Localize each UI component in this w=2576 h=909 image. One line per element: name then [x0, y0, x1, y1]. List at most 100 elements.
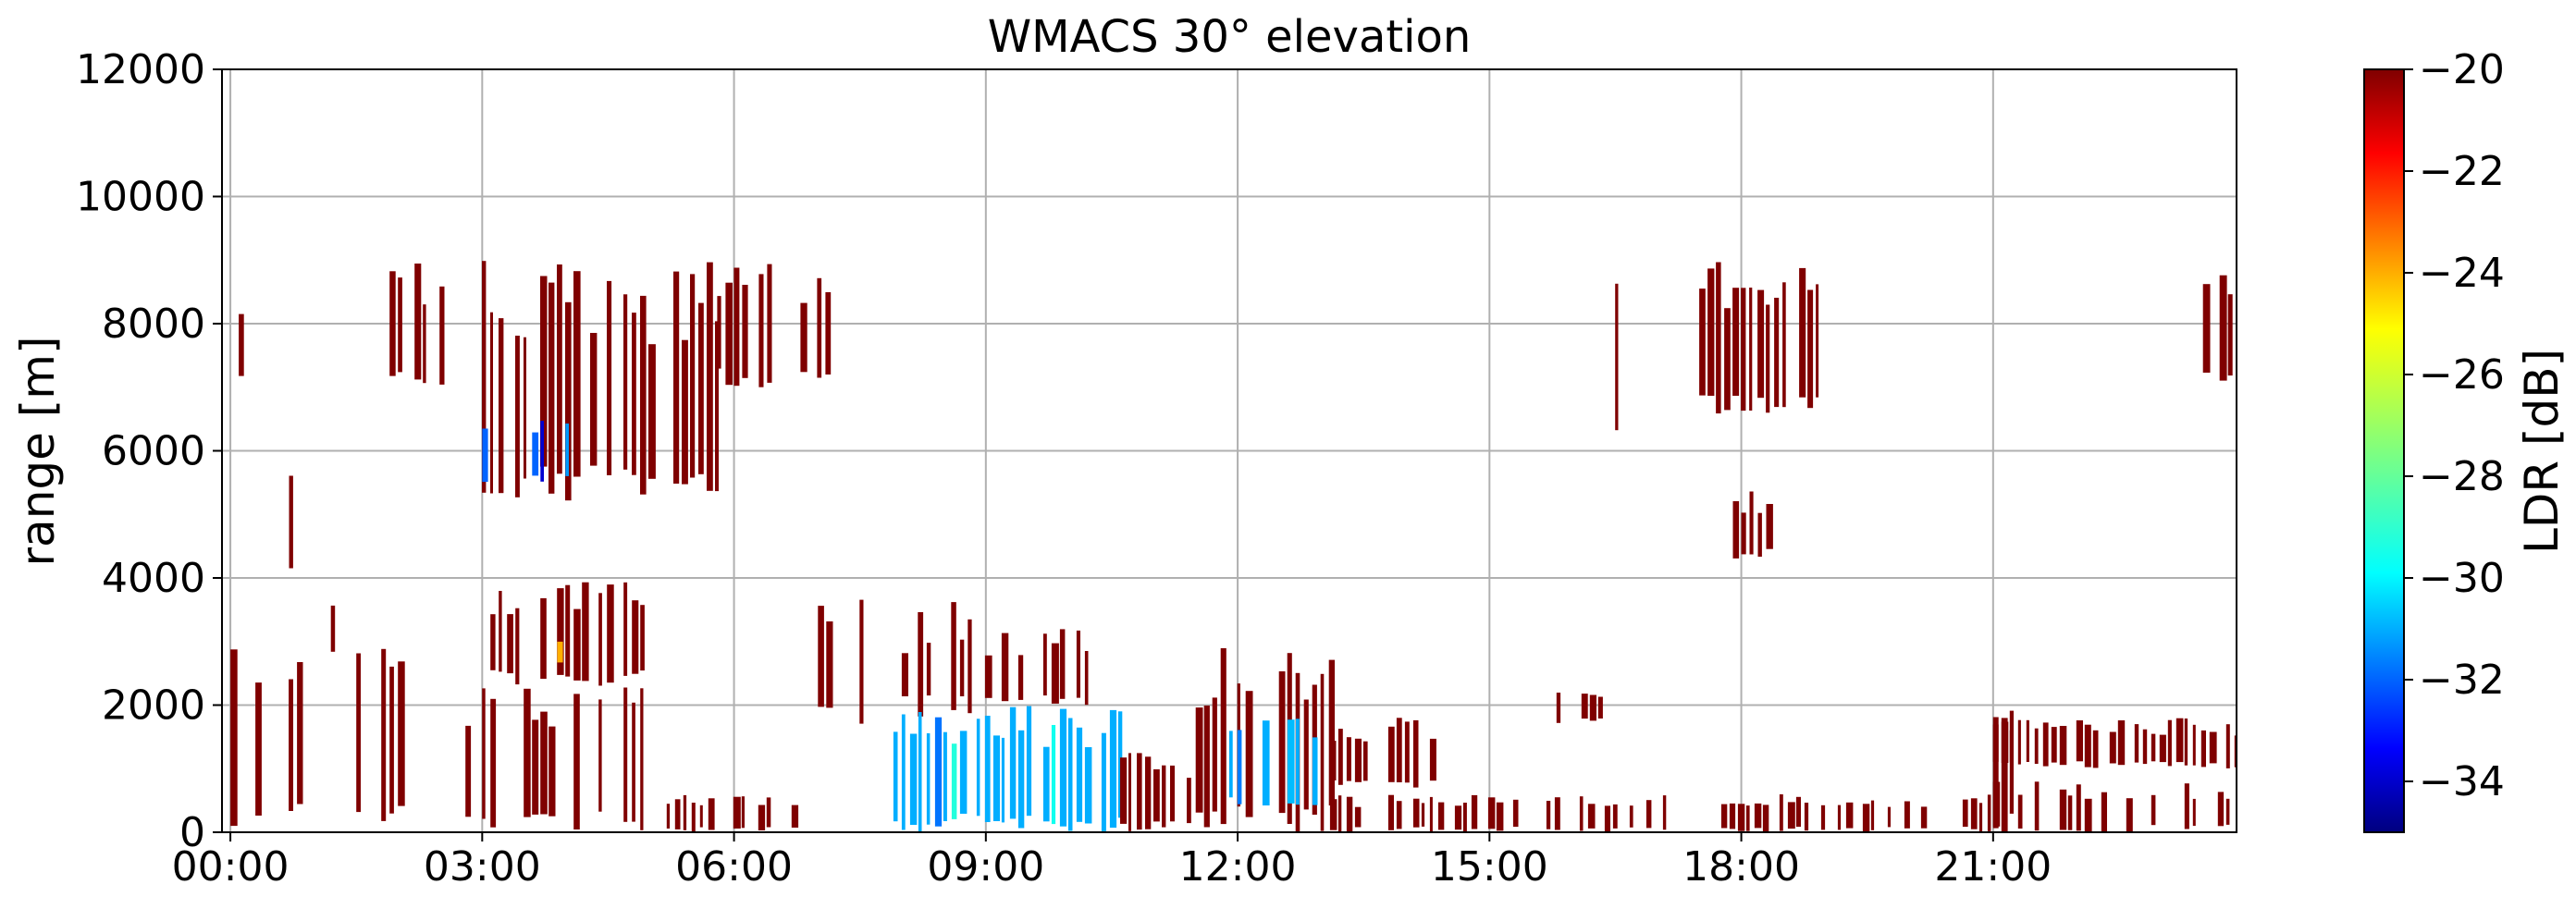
- ldr-cell: [532, 719, 539, 815]
- ldr-cell: [1741, 288, 1746, 412]
- ldr-cell: [1187, 778, 1191, 824]
- ldr-cell: [1597, 696, 1603, 719]
- ldr-cell: [1615, 283, 1619, 431]
- ldr-cell: [1992, 717, 1999, 829]
- ldr-cell: [1732, 501, 1740, 559]
- ldr-cell: [607, 584, 614, 683]
- ldr-cell: [1992, 781, 2001, 827]
- ldr-cell: [1454, 805, 1462, 830]
- ldr-cell: [708, 798, 715, 830]
- plot-area: 00:00 03:00 06:00 09:00 12:00 15:00 18:00 21:00…: [76, 46, 2237, 891]
- x-tick-label: 12:00: [1179, 843, 1297, 891]
- ldr-cell: [817, 277, 822, 378]
- ldr-cell: [825, 292, 832, 375]
- ldr-cell: [2084, 724, 2091, 768]
- ldr-cell: [2109, 731, 2116, 764]
- ldr-cell: [1137, 753, 1142, 830]
- ldr-cell: [398, 661, 405, 806]
- ldr-cell: [2076, 784, 2081, 831]
- y-tick-label: 6000: [102, 428, 205, 475]
- ldr-cell: [1303, 699, 1309, 810]
- colorbar-tick-label: −32: [2419, 657, 2505, 704]
- ldr-cell: [742, 285, 748, 378]
- ldr-cell: [934, 717, 943, 827]
- ldr-cell: [632, 313, 636, 475]
- y-tick-label: 4000: [102, 555, 205, 602]
- ldr-cell: [741, 796, 745, 829]
- ldr-cell: [1757, 512, 1762, 557]
- colorbar-tick-label: −30: [2419, 555, 2505, 602]
- ldr-cell: [826, 621, 833, 708]
- ldr-cell: [640, 605, 645, 671]
- ldr-cell: [1587, 804, 1596, 829]
- colorbar-tick-label: −28: [2419, 453, 2505, 500]
- ldr-cell: [2225, 724, 2230, 768]
- ldr-cell: [515, 608, 520, 685]
- ldr-cell: [918, 630, 922, 694]
- ldr-cell: [548, 282, 555, 494]
- ldr-cell: [901, 714, 906, 830]
- ldr-cell: [1026, 706, 1032, 817]
- ldr-cell: [1042, 633, 1047, 696]
- ldr-cell: [1978, 803, 1983, 832]
- ldr-cell: [1262, 720, 1270, 805]
- ldr-cell: [289, 679, 293, 811]
- ldr-cell: [1001, 633, 1009, 702]
- colorbar-tick-label: −34: [2419, 758, 2505, 805]
- ldr-cell: [992, 735, 1000, 821]
- ldr-cell: [1962, 799, 1968, 828]
- x-tick-label: 09:00: [927, 843, 1044, 891]
- ldr-cell: [540, 421, 544, 482]
- ldr-cell: [1754, 803, 1762, 829]
- ldr-cell: [2134, 724, 2139, 763]
- ldr-cell: [1017, 655, 1024, 700]
- ldr-cell: [1766, 504, 1773, 549]
- ldr-cell: [1774, 298, 1780, 408]
- ldr-cell: [707, 262, 713, 491]
- ldr-cell: [859, 599, 864, 724]
- ldr-cell: [1645, 800, 1652, 829]
- ldr-cell: [1707, 268, 1715, 396]
- ldr-cell: [490, 698, 497, 828]
- ldr-cell: [540, 711, 548, 815]
- ldr-cell: [2142, 729, 2148, 765]
- ldr-cell: [1749, 491, 1754, 555]
- ldr-cell: [1017, 730, 1025, 829]
- ldr-cell: [1816, 284, 1819, 398]
- ldr-cell: [2126, 798, 2133, 832]
- ldr-cell: [733, 796, 741, 829]
- ldr-cell: [984, 716, 991, 822]
- ldr-cell: [951, 743, 957, 819]
- ldr-cell: [2227, 294, 2233, 376]
- ldr-cell: [1720, 804, 1728, 829]
- ldr-cell: [1604, 805, 1610, 832]
- ldr-cell: [683, 794, 687, 830]
- ldr-cell: [540, 276, 548, 467]
- ldr-cell: [976, 719, 980, 817]
- ldr-cell: [507, 614, 513, 674]
- ldr-cell: [943, 731, 947, 821]
- ldr-cell: [1807, 289, 1814, 409]
- ldr-cell: [1076, 727, 1083, 822]
- ldr-cell: [818, 606, 824, 707]
- ldr-cell: [1732, 288, 1740, 396]
- ldr-cell: [1429, 738, 1436, 781]
- ldr-cell: [423, 304, 426, 384]
- x-tick-label: 00:00: [172, 843, 290, 891]
- ldr-cell: [1437, 802, 1445, 830]
- heatmap-cells: [230, 261, 2237, 832]
- ldr-cell: [2159, 734, 2166, 763]
- ldr-cell: [2184, 783, 2189, 829]
- ldr-cell: [1745, 805, 1750, 831]
- ldr-cell: [1556, 693, 1561, 723]
- ldr-cell: [1845, 802, 1854, 829]
- ldr-cell: [1421, 803, 1425, 827]
- ldr-cell: [725, 282, 733, 386]
- ldr-cell: [1757, 289, 1765, 399]
- ldr-cell: [1987, 794, 1991, 831]
- ldr-cell: [1220, 648, 1226, 825]
- ldr-cell: [698, 302, 704, 474]
- colorbar-scale: [2363, 68, 2405, 833]
- ldr-cell: [1329, 741, 1337, 780]
- ldr-cell: [1237, 730, 1242, 805]
